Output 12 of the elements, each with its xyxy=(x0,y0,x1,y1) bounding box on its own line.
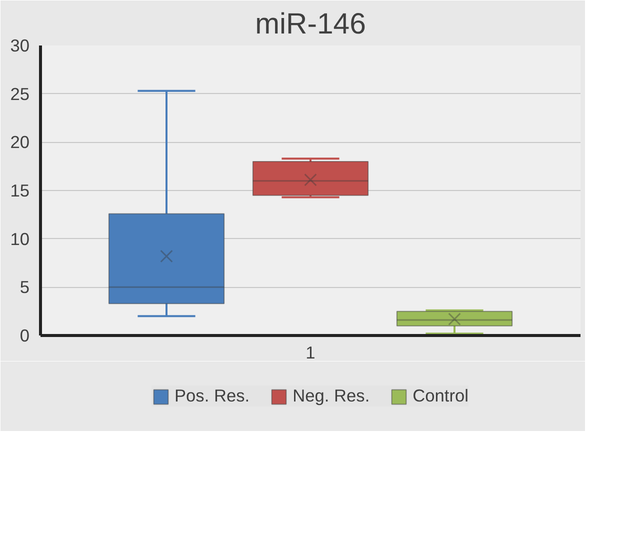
legend-label: Control xyxy=(412,386,469,406)
legend-label: Pos. Res. xyxy=(174,386,250,406)
x-tick-label: 1 xyxy=(306,342,316,362)
y-tick-label: 0 xyxy=(20,326,30,346)
y-tick-label: 15 xyxy=(10,180,30,200)
y-tick-label: 5 xyxy=(20,277,30,298)
y-tick-label: 25 xyxy=(10,84,30,104)
y-tick-label: 10 xyxy=(10,228,30,249)
chart-title: miR-146 xyxy=(255,8,366,40)
y-tick-label: 30 xyxy=(10,36,30,56)
y-tick-label: 20 xyxy=(10,132,30,152)
legend-label: Neg. Res. xyxy=(292,386,370,406)
